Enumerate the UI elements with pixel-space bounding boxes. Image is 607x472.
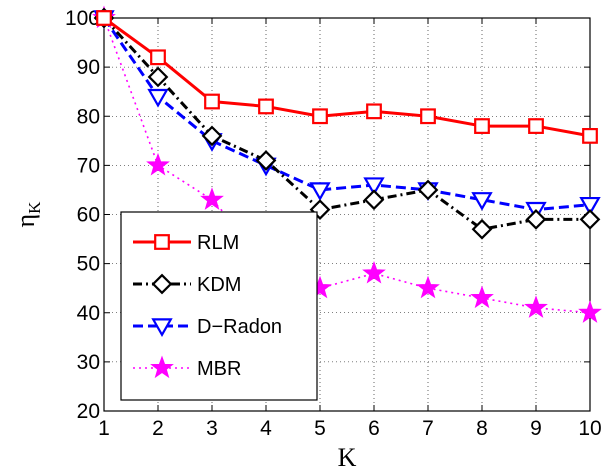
series-layer [92,5,602,323]
series-line [103,17,591,314]
data-point [146,152,170,176]
x-tick-label: 5 [314,417,326,440]
data-point [525,209,547,230]
legend-entry: KDM [133,273,241,296]
data-point [200,187,224,210]
legend-entry: D−Radon [133,316,282,338]
x-tick-label: 8 [476,417,488,440]
data-point [147,88,169,108]
x-tick-label: 1 [98,417,110,440]
x-tick-label: 7 [422,417,434,440]
data-point [470,285,494,309]
data-point [420,108,436,125]
legend-label: MBR [197,358,241,380]
series-line [102,17,591,212]
y-tick-label: 100 [65,7,100,30]
y-tick-label: 90 [77,56,100,79]
data-point [255,150,277,171]
data-point [147,66,169,88]
data-point [150,49,166,66]
legend-label: KDM [197,274,241,296]
y-tick-label: 20 [77,400,100,423]
legend: RLM KDM D−Radon MBR [120,211,318,401]
x-tick-label: 3 [206,417,218,440]
series-line [103,16,591,138]
x-tick-label: 2 [152,417,164,440]
data-point [582,128,598,144]
data-point [363,177,385,197]
legend-label: D−Radon [197,316,282,338]
data-point [579,196,601,216]
y-axis-label: ηK [11,201,44,228]
series-rlm [96,10,598,144]
y-tick-label: 80 [77,105,100,128]
data-point [362,260,386,284]
legend-marker [150,355,174,379]
data-point [258,98,274,115]
axis-ticks: 1 2 3 4 5 6 7 8 9 10 20 30 40 50 60 70 80 90 100 [65,7,602,440]
y-axis-label-main: η [11,214,40,228]
data-point [471,192,493,211]
legend-entry: MBR [133,355,241,380]
y-tick-label: 40 [77,302,100,325]
data-point [201,125,223,147]
data-point [417,179,439,201]
data-point [96,10,112,26]
legend-label: RLM [197,232,239,254]
y-tick-label: 60 [77,204,100,227]
y-tick-label: 50 [77,253,100,276]
x-axis-label: K [338,443,357,472]
data-point [578,300,602,323]
y-tick-label: 70 [77,154,100,177]
legend-marker [154,234,170,250]
x-tick-label: 6 [368,417,380,440]
legend-marker [151,273,173,295]
data-point [204,93,220,110]
data-point [363,189,385,211]
data-point [579,209,601,230]
y-axis-label-subscript: K [25,201,44,214]
x-tick-label: 10 [578,417,601,440]
data-point [312,108,328,125]
x-tick-label: 4 [260,417,272,440]
data-point [416,275,440,299]
legend-entry: RLM [133,232,239,254]
data-point [528,118,544,134]
data-point [309,182,331,201]
legend-marker [151,318,173,338]
y-tick-label: 30 [77,351,100,374]
data-point [471,218,493,240]
data-point [474,118,490,134]
series-kdm [93,7,601,240]
data-point [524,295,548,318]
data-point [309,199,331,220]
x-tick-label: 9 [530,417,542,440]
data-point [366,103,382,120]
series-line [102,16,590,231]
